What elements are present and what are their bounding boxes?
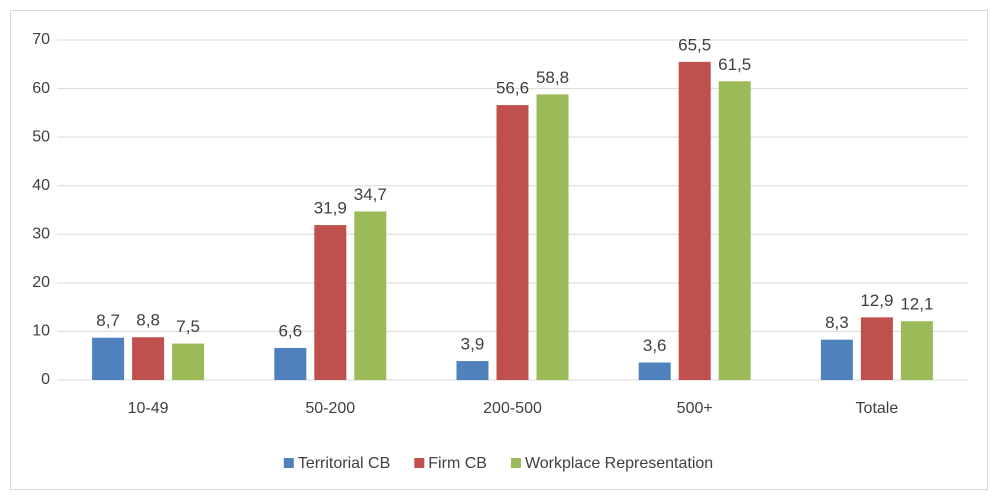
x-tick-label: Totale <box>856 400 899 417</box>
bar <box>132 337 165 380</box>
y-tick-label: 10 <box>32 323 50 340</box>
bar <box>92 337 125 380</box>
x-tick-label: 10-49 <box>128 400 169 417</box>
x-tick-label: 500+ <box>677 400 713 417</box>
legend-label: Workplace Representation <box>525 455 713 472</box>
bar <box>314 225 347 380</box>
bar <box>678 61 711 380</box>
data-label: 8,3 <box>825 313 849 332</box>
y-tick-label: 50 <box>32 128 50 145</box>
data-label: 6,6 <box>278 321 302 340</box>
y-tick-label: 20 <box>32 274 50 291</box>
data-label: 8,8 <box>136 311 160 330</box>
y-tick-label: 0 <box>41 371 50 388</box>
bar <box>496 105 529 380</box>
bar <box>274 347 307 380</box>
legend-label: Firm CB <box>428 455 487 472</box>
data-label: 12,9 <box>860 291 893 310</box>
legend-label: Territorial CB <box>298 455 390 472</box>
bar <box>536 94 569 381</box>
legend-swatch <box>414 458 425 468</box>
y-tick-label: 40 <box>32 177 50 194</box>
data-label: 58,8 <box>536 68 569 87</box>
bar <box>354 211 387 380</box>
y-tick-label: 30 <box>32 226 50 243</box>
data-label: 12,1 <box>900 295 933 314</box>
data-label: 3,9 <box>461 335 485 354</box>
y-tick-label: 70 <box>32 31 50 48</box>
y-tick-label: 60 <box>32 80 50 97</box>
x-tick-label: 200-500 <box>483 400 542 417</box>
x-tick-label: 50-200 <box>305 400 355 417</box>
legend-swatch <box>283 458 294 468</box>
data-label: 65,5 <box>678 35 711 54</box>
data-label: 7,5 <box>176 317 200 336</box>
data-label: 34,7 <box>354 185 387 204</box>
data-label: 3,6 <box>643 336 667 355</box>
data-label: 31,9 <box>314 199 347 218</box>
bar <box>860 317 893 380</box>
bar <box>900 321 933 380</box>
bar <box>718 81 751 381</box>
data-label: 8,7 <box>96 311 120 330</box>
bar <box>820 339 853 380</box>
legend-swatch <box>510 458 521 468</box>
bar <box>172 343 205 380</box>
bar <box>456 361 489 380</box>
data-label: 61,5 <box>718 55 751 74</box>
data-label: 56,6 <box>496 79 529 98</box>
bar <box>638 362 671 380</box>
